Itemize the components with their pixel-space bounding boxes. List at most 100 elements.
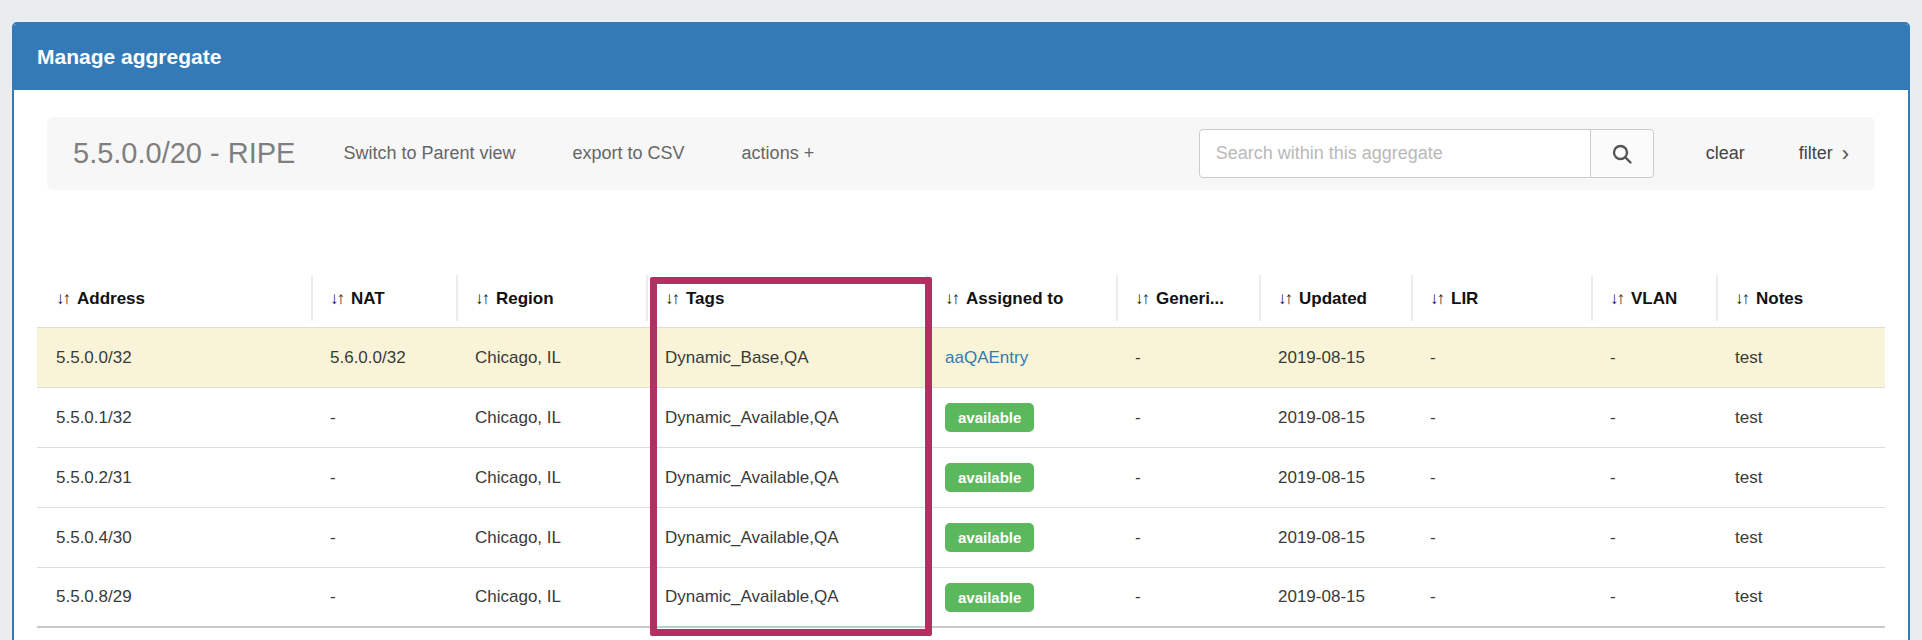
status-badge: available: [945, 523, 1034, 552]
cell-notes: test: [1716, 328, 1885, 387]
cell-tags: Dynamic_Available,QA: [646, 508, 926, 567]
cell-lir: -: [1411, 388, 1591, 447]
cell-address: 5.5.0.8/29: [37, 568, 311, 626]
cell-updated: 2019-08-15: [1259, 328, 1411, 387]
clear-link[interactable]: clear: [1706, 143, 1745, 164]
cell-address: 5.5.0.2/31: [37, 448, 311, 507]
search-icon: [1610, 142, 1634, 166]
column-label: NAT: [351, 289, 385, 309]
cell-address: 5.5.0.1/32: [37, 388, 311, 447]
cell-generic: -: [1116, 568, 1259, 626]
column-header-vlan[interactable]: ↓↑ VLAN: [1591, 270, 1716, 327]
table-row: 5.5.0.2/31-Chicago, ILDynamic_Available,…: [37, 448, 1885, 508]
cell-address: 5.5.0.4/30: [37, 508, 311, 567]
sort-icon: ↓↑: [1430, 289, 1443, 309]
cell-updated: 2019-08-15: [1259, 568, 1411, 626]
column-header-notes[interactable]: ↓↑ Notes: [1716, 270, 1885, 327]
cell-lir: -: [1411, 508, 1591, 567]
assigned-entry-link[interactable]: aaQAEntry: [945, 348, 1028, 368]
switch-parent-view-link[interactable]: Switch to Parent view: [343, 143, 515, 164]
status-badge: available: [945, 463, 1034, 492]
cell-updated: 2019-08-15: [1259, 508, 1411, 567]
cell-tags: Dynamic_Base,QA: [646, 328, 926, 387]
cell-vlan: -: [1591, 568, 1716, 626]
cell-generic: -: [1116, 328, 1259, 387]
filter-label: filter: [1799, 143, 1833, 164]
table-header-row: ↓↑Address↓↑NAT↓↑Region↓↑Tags↓↑Assigned t…: [37, 270, 1885, 328]
column-header-address[interactable]: ↓↑ Address: [37, 270, 311, 327]
panel-body: 5.5.0.0/20 - RIPE Switch to Parent view …: [14, 90, 1908, 628]
sort-icon: ↓↑: [1135, 289, 1148, 309]
status-badge: available: [945, 403, 1034, 432]
panel-header: Manage aggregate: [14, 24, 1908, 90]
column-label: Assigned to: [966, 289, 1063, 309]
cell-generic: -: [1116, 448, 1259, 507]
actions-menu-link[interactable]: actions +: [742, 143, 815, 164]
cell-lir: -: [1411, 568, 1591, 626]
cell-region: Chicago, IL: [456, 388, 646, 447]
column-header-region[interactable]: ↓↑Region: [456, 270, 646, 327]
sort-icon: ↓↑: [945, 289, 958, 309]
sort-icon: ↓↑: [1735, 289, 1748, 309]
cell-vlan: -: [1591, 508, 1716, 567]
cell-assigned: aaQAEntry: [926, 328, 1116, 387]
column-label: VLAN: [1631, 289, 1677, 309]
cell-nat: -: [311, 568, 456, 626]
export-csv-link[interactable]: export to CSV: [573, 143, 685, 164]
column-header-generic[interactable]: ↓↑ Generi...: [1116, 270, 1259, 327]
cell-nat: -: [311, 448, 456, 507]
cell-generic: -: [1116, 388, 1259, 447]
sort-icon: ↓↑: [330, 289, 343, 309]
cell-assigned: available: [926, 388, 1116, 447]
column-label: Address: [77, 289, 145, 309]
page-title: Manage aggregate: [37, 45, 221, 69]
cell-lir: -: [1411, 328, 1591, 387]
cell-notes: test: [1716, 448, 1885, 507]
table-row: 5.5.0.8/29-Chicago, ILDynamic_Available,…: [37, 568, 1885, 628]
cell-updated: 2019-08-15: [1259, 388, 1411, 447]
cell-assigned: available: [926, 508, 1116, 567]
cell-address: 5.5.0.0/32: [37, 328, 311, 387]
sort-icon: ↓↑: [475, 289, 488, 309]
status-badge: available: [945, 583, 1034, 612]
cell-updated: 2019-08-15: [1259, 448, 1411, 507]
column-header-assigned[interactable]: ↓↑ Assigned to: [926, 270, 1116, 327]
sort-icon: ↓↑: [665, 289, 678, 309]
column-header-tags[interactable]: ↓↑Tags: [646, 270, 926, 327]
cell-vlan: -: [1591, 328, 1716, 387]
filter-link[interactable]: filter ›: [1799, 143, 1849, 165]
cell-vlan: -: [1591, 388, 1716, 447]
page: Manage aggregate 5.5.0.0/20 - RIPE Switc…: [0, 0, 1922, 640]
column-label: Notes: [1756, 289, 1803, 309]
cell-notes: test: [1716, 568, 1885, 626]
table-row: 5.5.0.1/32-Chicago, ILDynamic_Available,…: [37, 388, 1885, 448]
cell-assigned: available: [926, 448, 1116, 507]
cell-region: Chicago, IL: [456, 328, 646, 387]
toolbar: 5.5.0.0/20 - RIPE Switch to Parent view …: [47, 117, 1875, 190]
cell-nat: -: [311, 508, 456, 567]
aggregate-label: 5.5.0.0/20 - RIPE: [73, 137, 295, 170]
cell-region: Chicago, IL: [456, 508, 646, 567]
column-header-updated[interactable]: ↓↑ Updated: [1259, 270, 1411, 327]
column-label: Generi...: [1156, 289, 1224, 309]
cell-nat: 5.6.0.0/32: [311, 328, 456, 387]
cell-region: Chicago, IL: [456, 568, 646, 626]
cell-nat: -: [311, 388, 456, 447]
sort-icon: ↓↑: [56, 289, 69, 309]
search-button[interactable]: [1590, 129, 1654, 178]
cell-notes: test: [1716, 388, 1885, 447]
sort-icon: ↓↑: [1278, 289, 1291, 309]
search-group: [1199, 129, 1654, 178]
column-header-nat[interactable]: ↓↑ NAT: [311, 270, 456, 327]
column-label: Updated: [1299, 289, 1367, 309]
sort-icon: ↓↑: [1610, 289, 1623, 309]
cell-assigned: available: [926, 568, 1116, 626]
cell-tags: Dynamic_Available,QA: [646, 448, 926, 507]
cell-region: Chicago, IL: [456, 448, 646, 507]
search-input[interactable]: [1199, 129, 1591, 178]
manage-aggregate-panel: Manage aggregate 5.5.0.0/20 - RIPE Switc…: [12, 22, 1910, 640]
cell-lir: -: [1411, 448, 1591, 507]
column-header-lir[interactable]: ↓↑LIR: [1411, 270, 1591, 327]
cell-tags: Dynamic_Available,QA: [646, 388, 926, 447]
cell-notes: test: [1716, 508, 1885, 567]
